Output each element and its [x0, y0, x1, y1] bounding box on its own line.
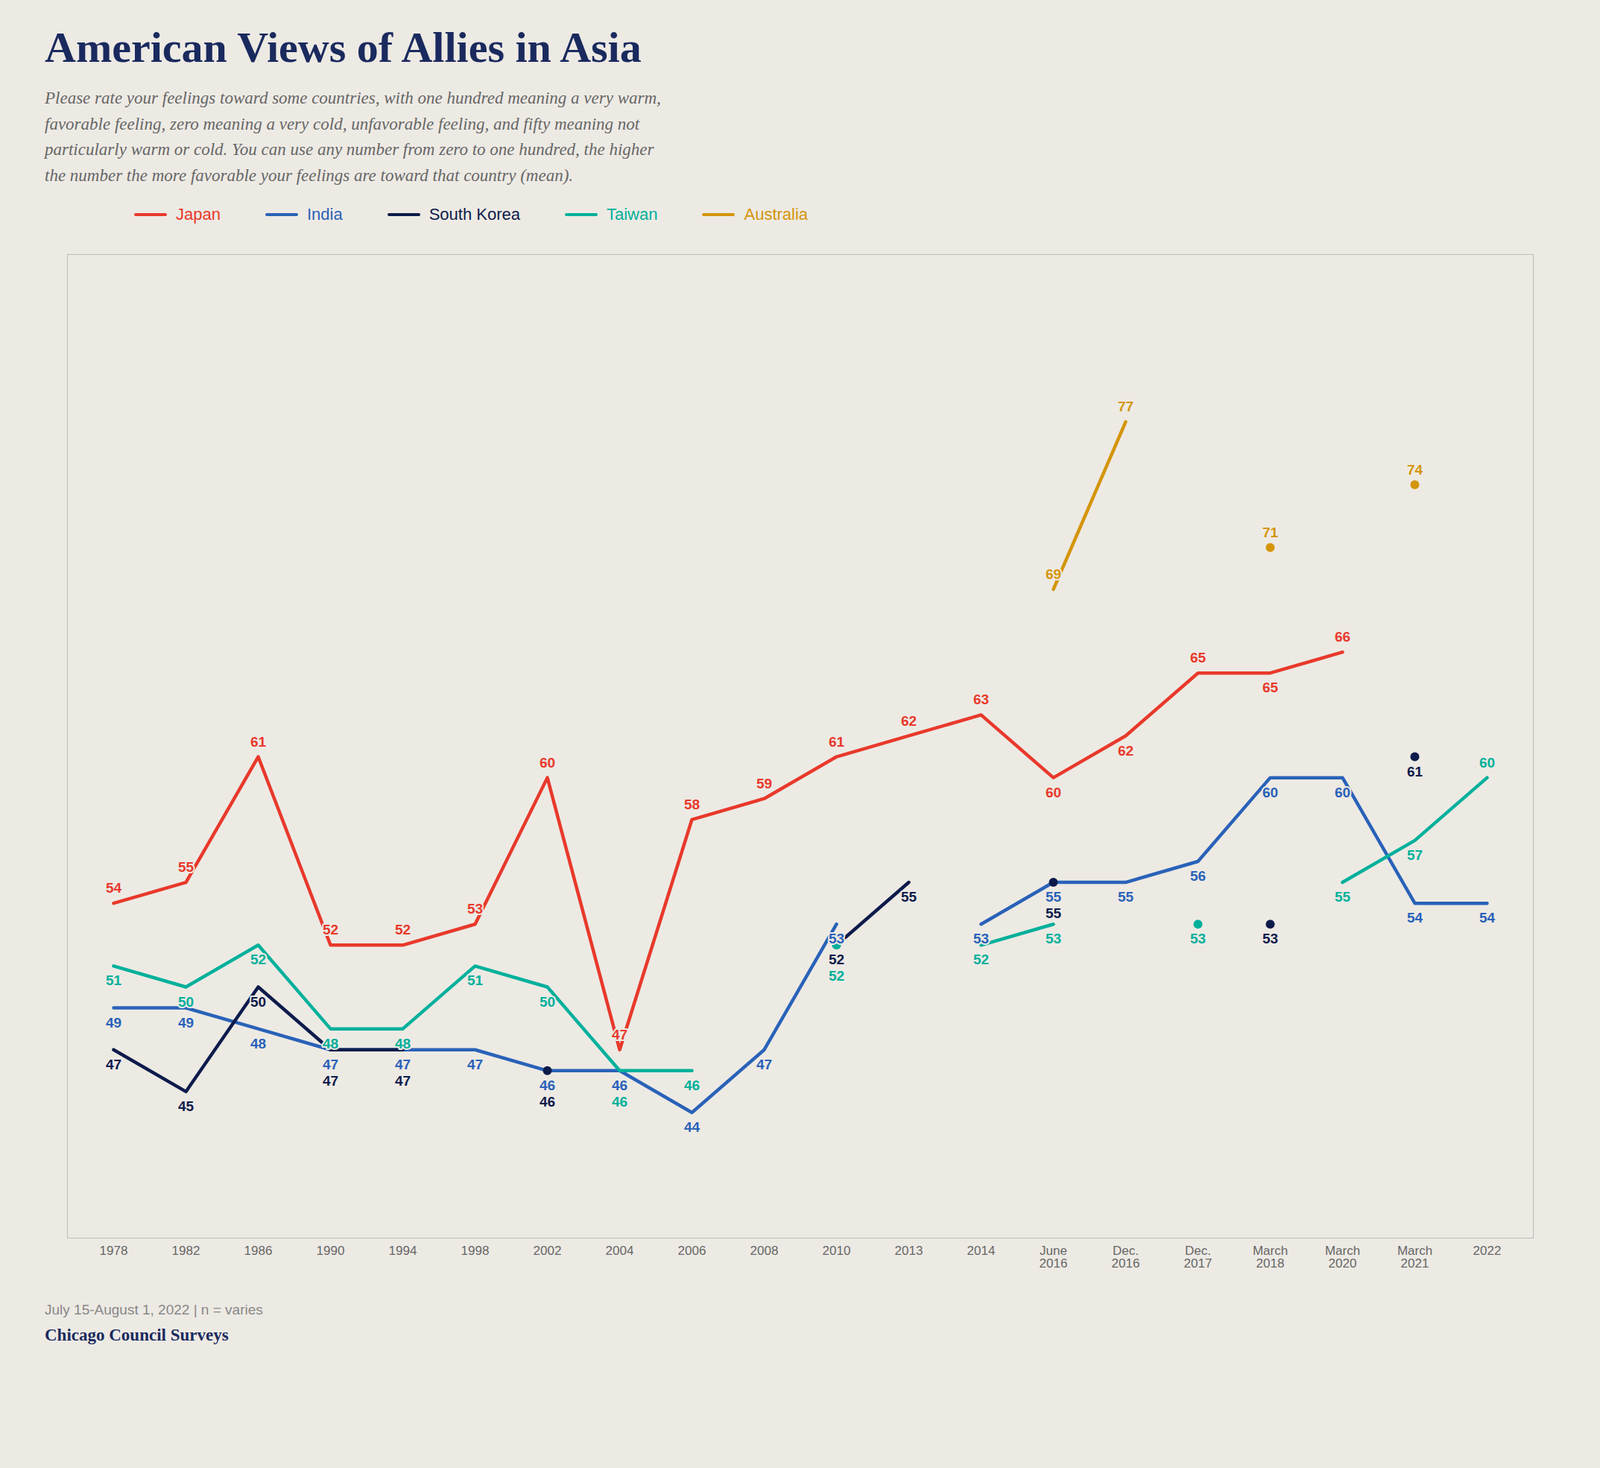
html-text:Taiwan: Taiwan [606, 204, 658, 224]
svg-text:53: 53 [467, 900, 483, 917]
svg-text:52: 52 [250, 951, 267, 968]
svg-text:45: 45 [178, 1098, 195, 1115]
svg-text:1986: 1986 [244, 1243, 273, 1258]
svg-text:47: 47 [394, 1056, 411, 1073]
svg-text:55: 55 [1045, 905, 1062, 922]
html-text:India: India [307, 204, 343, 224]
svg-text:51: 51 [467, 972, 484, 989]
svg-text:58: 58 [684, 796, 700, 813]
svg-text:46: 46 [539, 1077, 556, 1094]
svg-text:66: 66 [1334, 628, 1351, 645]
svg-text:52: 52 [973, 951, 989, 968]
html-text:Chicago Council Surveys: Chicago Council Surveys [44, 1325, 229, 1345]
svg-text:53: 53 [1045, 930, 1062, 947]
svg-text:49: 49 [178, 1014, 194, 1031]
svg-text:54: 54 [105, 880, 123, 896]
svg-text:2002: 2002 [533, 1243, 562, 1258]
svg-text:51: 51 [105, 972, 123, 989]
svg-text:46: 46 [611, 1093, 628, 1110]
svg-text:46: 46 [684, 1077, 700, 1094]
svg-text:2022: 2022 [1473, 1243, 1502, 1258]
html-text:American Views of Allies in As: American Views of Allies in Asia [44, 23, 642, 72]
svg-text:54: 54 [1479, 909, 1496, 926]
svg-text:47: 47 [105, 1056, 122, 1073]
svg-text:49: 49 [105, 1014, 122, 1031]
svg-text:47: 47 [611, 1026, 628, 1043]
svg-text:52: 52 [828, 968, 845, 984]
html-text:July 15-August 1, 2022 | n = v: July 15-August 1, 2022 | n = varies [44, 1301, 263, 1318]
svg-text:56: 56 [1190, 868, 1206, 884]
svg-text:March2020: March2020 [1325, 1243, 1361, 1271]
svg-text:44: 44 [684, 1119, 701, 1135]
svg-text:60: 60 [1045, 784, 1062, 801]
svg-text:47: 47 [394, 1073, 411, 1089]
svg-text:1994: 1994 [389, 1243, 418, 1258]
svg-text:2013: 2013 [895, 1243, 924, 1258]
svg-text:62: 62 [900, 713, 917, 729]
svg-text:71: 71 [1262, 524, 1279, 541]
svg-text:1982: 1982 [172, 1243, 201, 1258]
svg-text:60: 60 [539, 754, 556, 771]
svg-text:2014: 2014 [967, 1243, 996, 1258]
svg-text:62: 62 [1117, 742, 1134, 759]
svg-text:65: 65 [1262, 679, 1279, 696]
svg-text:2004: 2004 [605, 1243, 635, 1258]
svg-text:March2021: March2021 [1397, 1243, 1433, 1271]
svg-text:March2018: March2018 [1252, 1243, 1288, 1271]
svg-text:1978: 1978 [99, 1243, 129, 1258]
svg-text:47: 47 [322, 1073, 339, 1089]
svg-text:1998: 1998 [461, 1243, 490, 1258]
html-text:Please rate your feelings towa: Please rate your feelings toward some co… [44, 88, 661, 185]
svg-text:65: 65 [1190, 649, 1207, 666]
svg-text:54: 54 [1406, 909, 1424, 926]
svg-text:52: 52 [322, 921, 339, 938]
svg-text:61: 61 [828, 734, 846, 750]
svg-text:55: 55 [1334, 889, 1352, 905]
svg-text:55: 55 [1117, 889, 1135, 905]
svg-text:48: 48 [250, 1035, 267, 1052]
svg-text:61: 61 [1406, 763, 1424, 780]
svg-text:77: 77 [1117, 398, 1134, 415]
svg-text:2010: 2010 [822, 1243, 852, 1258]
svg-text:46: 46 [611, 1077, 628, 1094]
svg-text:47: 47 [322, 1056, 339, 1073]
svg-text:59: 59 [756, 775, 773, 792]
svg-text:June2016: June2016 [1039, 1243, 1068, 1271]
svg-text:2006: 2006 [678, 1243, 707, 1258]
svg-text:46: 46 [539, 1093, 556, 1110]
svg-text:57: 57 [1406, 847, 1423, 863]
html-text:Japan: Japan [175, 204, 221, 224]
svg-text:50: 50 [539, 994, 556, 1010]
svg-text:55: 55 [900, 889, 918, 905]
svg-text:74: 74 [1406, 462, 1424, 478]
svg-text:48: 48 [322, 1035, 339, 1052]
svg-text:60: 60 [1262, 784, 1279, 801]
svg-text:50: 50 [250, 994, 267, 1010]
html-text:Australia: Australia [744, 204, 808, 224]
svg-text:69: 69 [1045, 566, 1062, 583]
svg-text:55: 55 [178, 859, 195, 875]
svg-text:Dec.2017: Dec.2017 [1184, 1243, 1213, 1271]
svg-text:55: 55 [1045, 889, 1062, 905]
svg-text:1990: 1990 [316, 1243, 346, 1258]
svg-text:53: 53 [828, 930, 845, 947]
svg-text:60: 60 [1334, 784, 1351, 801]
svg-text:2008: 2008 [750, 1243, 779, 1258]
svg-text:50: 50 [178, 994, 194, 1010]
html-text:South Korea: South Korea [429, 204, 521, 224]
svg-text:63: 63 [973, 691, 989, 708]
svg-text:60: 60 [1479, 754, 1495, 771]
svg-text:47: 47 [467, 1056, 483, 1073]
svg-text:53: 53 [973, 930, 989, 947]
svg-text:52: 52 [828, 951, 845, 968]
svg-text:61: 61 [250, 734, 267, 750]
svg-text:Dec.2016: Dec.2016 [1111, 1243, 1141, 1271]
svg-text:47: 47 [756, 1056, 773, 1073]
svg-text:48: 48 [394, 1035, 411, 1052]
svg-text:53: 53 [1262, 930, 1279, 947]
svg-text:53: 53 [1190, 930, 1206, 947]
svg-text:52: 52 [394, 921, 411, 938]
